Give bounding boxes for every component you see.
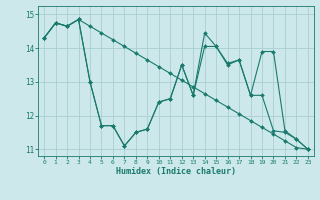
X-axis label: Humidex (Indice chaleur): Humidex (Indice chaleur) bbox=[116, 167, 236, 176]
